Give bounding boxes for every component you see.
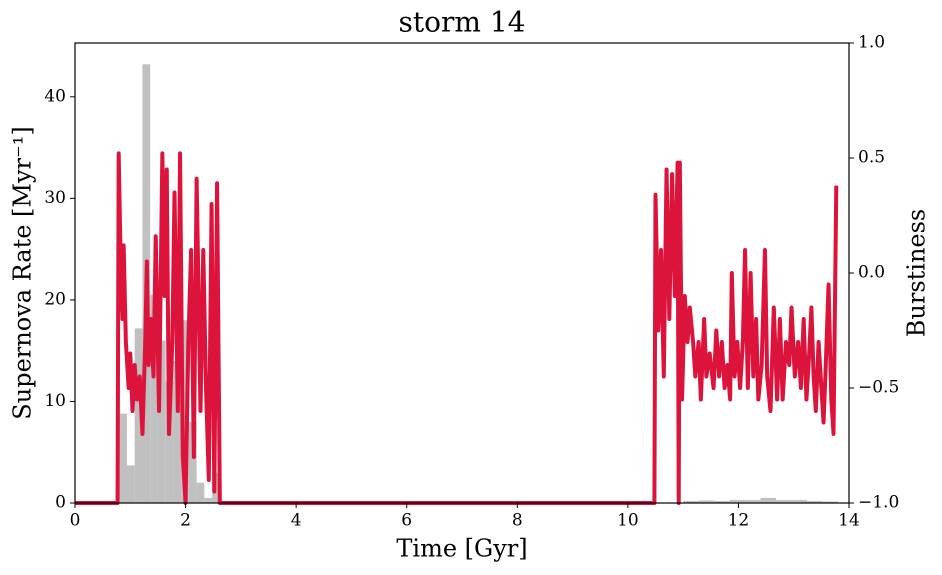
x-axis-label: Time [Gyr] [396, 535, 527, 563]
y2-tick-label: −1.0 [858, 493, 899, 513]
histogram-bar [196, 482, 205, 503]
plot-area [75, 64, 839, 505]
line [75, 151, 839, 505]
y2-axis-label: Burstiness [903, 209, 931, 338]
y-tick-label: 0 [55, 493, 66, 513]
histogram-bar [683, 500, 699, 503]
x-tick-label: 6 [401, 511, 412, 531]
histogram-bar [714, 500, 730, 503]
histogram-bar [806, 500, 823, 503]
x-tick-label: 2 [180, 511, 191, 531]
histogram-bar [188, 421, 197, 503]
histogram-bar [204, 497, 213, 503]
chart-title: storm 14 [399, 6, 526, 39]
histogram-bar [150, 294, 158, 503]
histogram-bar [822, 501, 838, 503]
y-tick-label: 40 [44, 86, 66, 106]
histogram-bar [729, 499, 746, 503]
histogram-bar [165, 381, 174, 503]
histogram-bar [119, 413, 127, 503]
histogram-bar [698, 500, 715, 503]
histogram-bar [760, 497, 777, 503]
y2-tick-label: 1.0 [858, 33, 885, 53]
histogram-bar [776, 499, 792, 503]
y-tick-label: 30 [44, 188, 66, 208]
y-axis-label: Supernova Rate [Myr⁻¹] [9, 126, 37, 419]
x-tick-label: 4 [291, 511, 302, 531]
histogram-bar [126, 465, 135, 503]
histogram-bar [745, 499, 761, 503]
x-tick-label: 14 [838, 511, 860, 531]
histogram-bar [134, 328, 143, 503]
x-tick-label: 8 [512, 511, 523, 531]
histogram-bar [173, 360, 182, 503]
histogram-bar [181, 320, 189, 503]
histogram-bar [157, 340, 166, 503]
y2-tick-label: 0.5 [858, 148, 885, 168]
y-tick-label: 20 [44, 289, 66, 309]
x-tick-label: 0 [70, 511, 81, 531]
y2-tick-label: −0.5 [858, 378, 899, 398]
histogram-bar [791, 499, 807, 503]
x-tick-label: 10 [617, 511, 639, 531]
x-tick-label: 12 [728, 511, 750, 531]
y2-tick-label: 0.0 [858, 263, 885, 283]
y-tick-label: 10 [44, 391, 66, 411]
